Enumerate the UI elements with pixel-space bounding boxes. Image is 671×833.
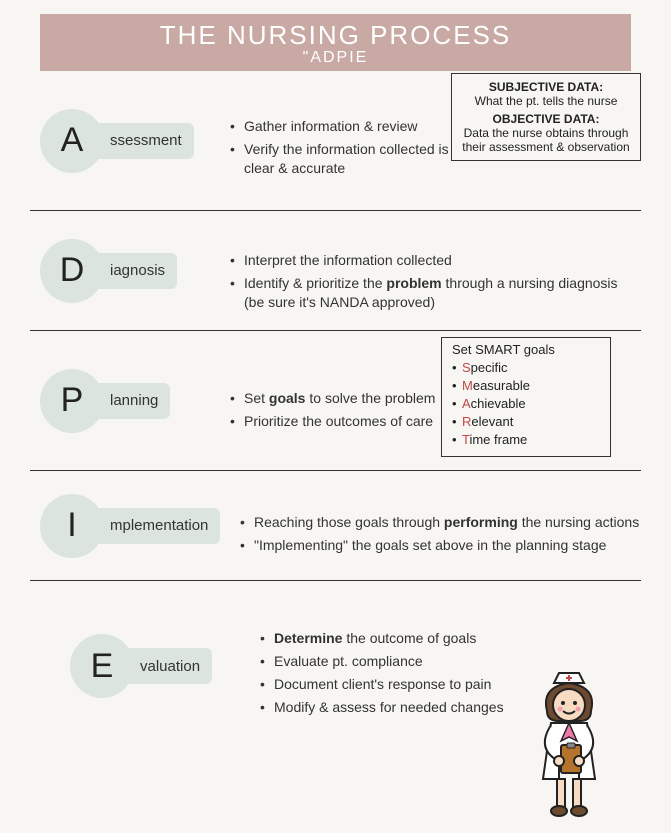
bullet: Evaluate pt. compliance	[260, 652, 641, 671]
content-assessment: Gather information & review Verify the i…	[230, 117, 450, 178]
page-subtitle: "ADPIE	[40, 49, 631, 67]
badge-assessment: A ssessment	[40, 109, 194, 173]
bullet: Verify the information collected is clea…	[230, 140, 450, 178]
badge-circle: P	[40, 369, 104, 433]
box-heading: SUBJECTIVE DATA:	[460, 80, 632, 94]
content-implementation: Reaching those goals through performing …	[240, 513, 641, 555]
smart-list: Specific Measurable Achievable Relevant Time…	[452, 360, 600, 447]
badge-implementation: I mplementation	[40, 494, 220, 558]
page-title: THE NURSING PROCESS	[40, 20, 631, 51]
bullet: "Implementing" the goals set above in th…	[240, 536, 641, 555]
badge-circle: A	[40, 109, 104, 173]
section-implementation: I mplementation Reaching those goals thr…	[30, 471, 641, 581]
box-heading: OBJECTIVE DATA:	[460, 112, 632, 126]
bullet: Prioritize the outcomes of care	[230, 412, 460, 431]
smart-item: Relevant	[452, 414, 600, 429]
bullet: Identify & prioritize the problem throug…	[230, 274, 641, 312]
badge-letter: I	[67, 506, 76, 545]
badge-diagnosis: D iagnosis	[40, 239, 177, 303]
smart-item: Specific	[452, 360, 600, 375]
badge-circle: I	[40, 494, 104, 558]
badge-letter: A	[61, 121, 84, 160]
bullet: Determine the outcome of goals	[260, 629, 641, 648]
badge-letter: E	[91, 647, 114, 686]
badge-circle: D	[40, 239, 104, 303]
bullet: Set goals to solve the problem	[230, 389, 460, 408]
badge-circle: E	[70, 634, 134, 698]
content-diagnosis: Interpret the information collected Iden…	[230, 251, 641, 312]
badge-letter: D	[60, 251, 85, 290]
smart-item: Achievable	[452, 396, 600, 411]
bullet: Interpret the information collected	[230, 251, 641, 270]
smart-item: Measurable	[452, 378, 600, 393]
badge-evaluation: E valuation	[70, 634, 212, 698]
header: THE NURSING PROCESS "ADPIE	[40, 14, 631, 71]
section-diagnosis: D iagnosis Interpret the information col…	[30, 211, 641, 331]
badge-letter: P	[61, 381, 84, 420]
smart-title: Set SMART goals	[452, 342, 600, 357]
bullet: Gather information & review	[230, 117, 450, 136]
box-text: Data the nurse obtains through their ass…	[460, 126, 632, 154]
box-text: What the pt. tells the nurse	[460, 94, 632, 108]
bullet: Reaching those goals through performing …	[240, 513, 641, 532]
section-planning: P lanning Set goals to solve the problem…	[30, 331, 641, 471]
smart-item: Time frame	[452, 432, 600, 447]
content-planning: Set goals to solve the problem Prioritiz…	[230, 389, 460, 431]
subjective-objective-box: SUBJECTIVE DATA: What the pt. tells the …	[451, 73, 641, 161]
nurse-illustration	[519, 669, 619, 819]
badge-planning: P lanning	[40, 369, 170, 433]
section-assessment: A ssessment Gather information & review …	[30, 71, 641, 211]
smart-goals-box: Set SMART goals Specific Measurable Achiev…	[441, 337, 611, 457]
